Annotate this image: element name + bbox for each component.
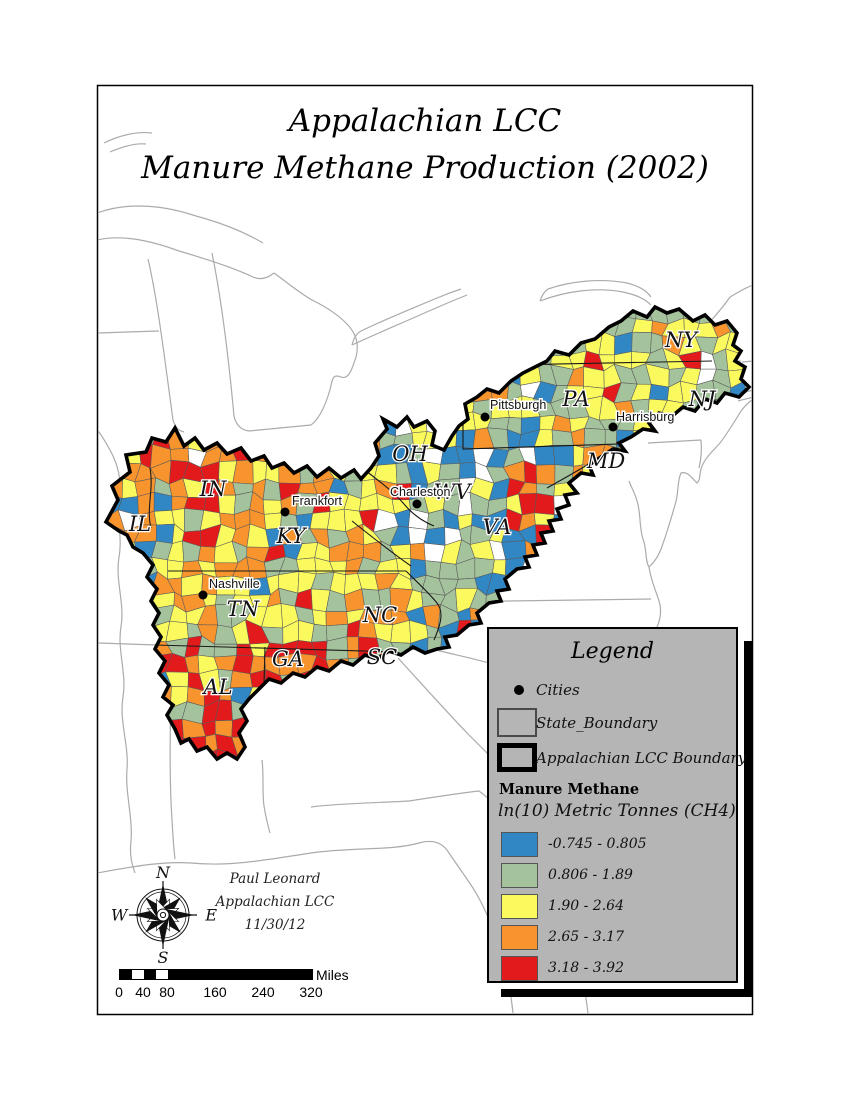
legend-box: Legend Cities State_Boundary Appalachian… (487, 627, 746, 983)
compass-rose: N S W E (111, 863, 217, 967)
legend-layer-name: Manure Methane (499, 781, 640, 798)
map-credits: Paul Leonard Appalachian LCC 11/30/12 (185, 868, 365, 937)
state-label-nc: NC (362, 603, 397, 627)
scale-bar-segment (216, 970, 264, 979)
map-title-line2: Manure Methane Production (2002) (141, 150, 709, 186)
state-label-pa: PA (561, 387, 589, 411)
scale-bar-segment (264, 970, 312, 979)
scale-bar-unit-label: Miles (316, 967, 349, 983)
legend-class-swatch-4 (501, 956, 538, 981)
credits-author: Paul Leonard (229, 871, 321, 887)
state-label-ny: NY (664, 328, 699, 352)
legend-title: Legend (571, 639, 654, 664)
scale-tick-240: 240 (251, 984, 275, 1000)
state-label-ky: KY (276, 524, 308, 548)
state-label-in: IN (199, 477, 227, 501)
scale-bar-strip (119, 969, 313, 980)
state-boundary-swatch-icon (497, 708, 537, 737)
state-label-tn: TN (227, 597, 260, 621)
city-dot-icon (514, 685, 524, 695)
legend-class-label-2: 1.90 - 2.64 (548, 898, 624, 914)
legend-class-swatch-3 (501, 925, 538, 950)
legend-field-label: ln(10) Metric Tonnes (CH4) (498, 801, 736, 821)
compass-east-label: E (205, 905, 217, 925)
legend-class-label-0: -0.745 - 0.805 (548, 836, 647, 852)
legend-state-boundary-label: State_Boundary (536, 714, 658, 732)
scale-bar-segment (132, 970, 144, 979)
scale-bar-segment (120, 970, 132, 979)
city-label-pittsburgh: Pittsburgh (490, 398, 546, 412)
state-label-wv: WV (434, 480, 473, 504)
state-label-va: VA (483, 515, 512, 539)
credits-org: Appalachian LCC (215, 894, 335, 910)
city-label-nashville: Nashville (209, 577, 260, 591)
legend-class-label-4: 3.18 - 3.92 (548, 960, 624, 976)
state-label-nj: NJ (688, 387, 717, 411)
scale-bar-segment (156, 970, 168, 979)
credits-date: 11/30/12 (244, 917, 306, 933)
state-label-md: MD (586, 449, 626, 473)
city-label-charleston: Charleston (390, 485, 450, 499)
compass-north-label: N (156, 863, 170, 882)
scale-tick-80: 80 (159, 984, 175, 1000)
city-label-harrisburg: Harrisburg (616, 410, 674, 424)
legend-class-swatch-0 (501, 832, 538, 857)
city-dot-frankfort (280, 507, 290, 517)
map-title: Appalachian LCC Manure Methane Productio… (97, 103, 753, 186)
legend-class-label-3: 2.65 - 3.17 (548, 929, 624, 945)
compass-south-label: S (157, 948, 169, 967)
legend-class-swatch-2 (501, 894, 538, 919)
scale-bar: 0 40 80 160 240 320 Miles (115, 967, 359, 1001)
state-label-ga: GA (272, 647, 304, 671)
city-dot-harrisburg (608, 422, 618, 432)
state-label-oh: OH (392, 442, 428, 466)
city-dot-charleston (412, 499, 422, 509)
city-label-frankfort: Frankfort (292, 494, 343, 508)
scale-tick-320: 320 (299, 984, 323, 1000)
compass-star-icon (129, 881, 197, 949)
legend-lcc-boundary-label: Appalachian LCC Boundary (536, 749, 747, 767)
legend-class-swatch-1 (501, 863, 538, 888)
state-label-al: AL (201, 675, 232, 699)
city-dot-pittsburgh (480, 412, 490, 422)
legend-cities-label: Cities (536, 681, 580, 699)
scale-bar-segment (168, 970, 216, 979)
scale-tick-0: 0 (115, 984, 123, 1000)
state-label-sc: SC (367, 645, 397, 669)
compass-west-label: W (111, 905, 128, 925)
legend-class-label-1: 0.806 - 1.89 (548, 867, 633, 883)
state-label-il: IL (128, 512, 151, 536)
lcc-boundary-swatch-icon (497, 743, 537, 772)
scale-bar-segment (144, 970, 156, 979)
map-title-line1: Appalachian LCC (288, 103, 562, 139)
city-dot-nashville (198, 590, 208, 600)
scale-tick-160: 160 (203, 984, 227, 1000)
scale-tick-40: 40 (135, 984, 151, 1000)
